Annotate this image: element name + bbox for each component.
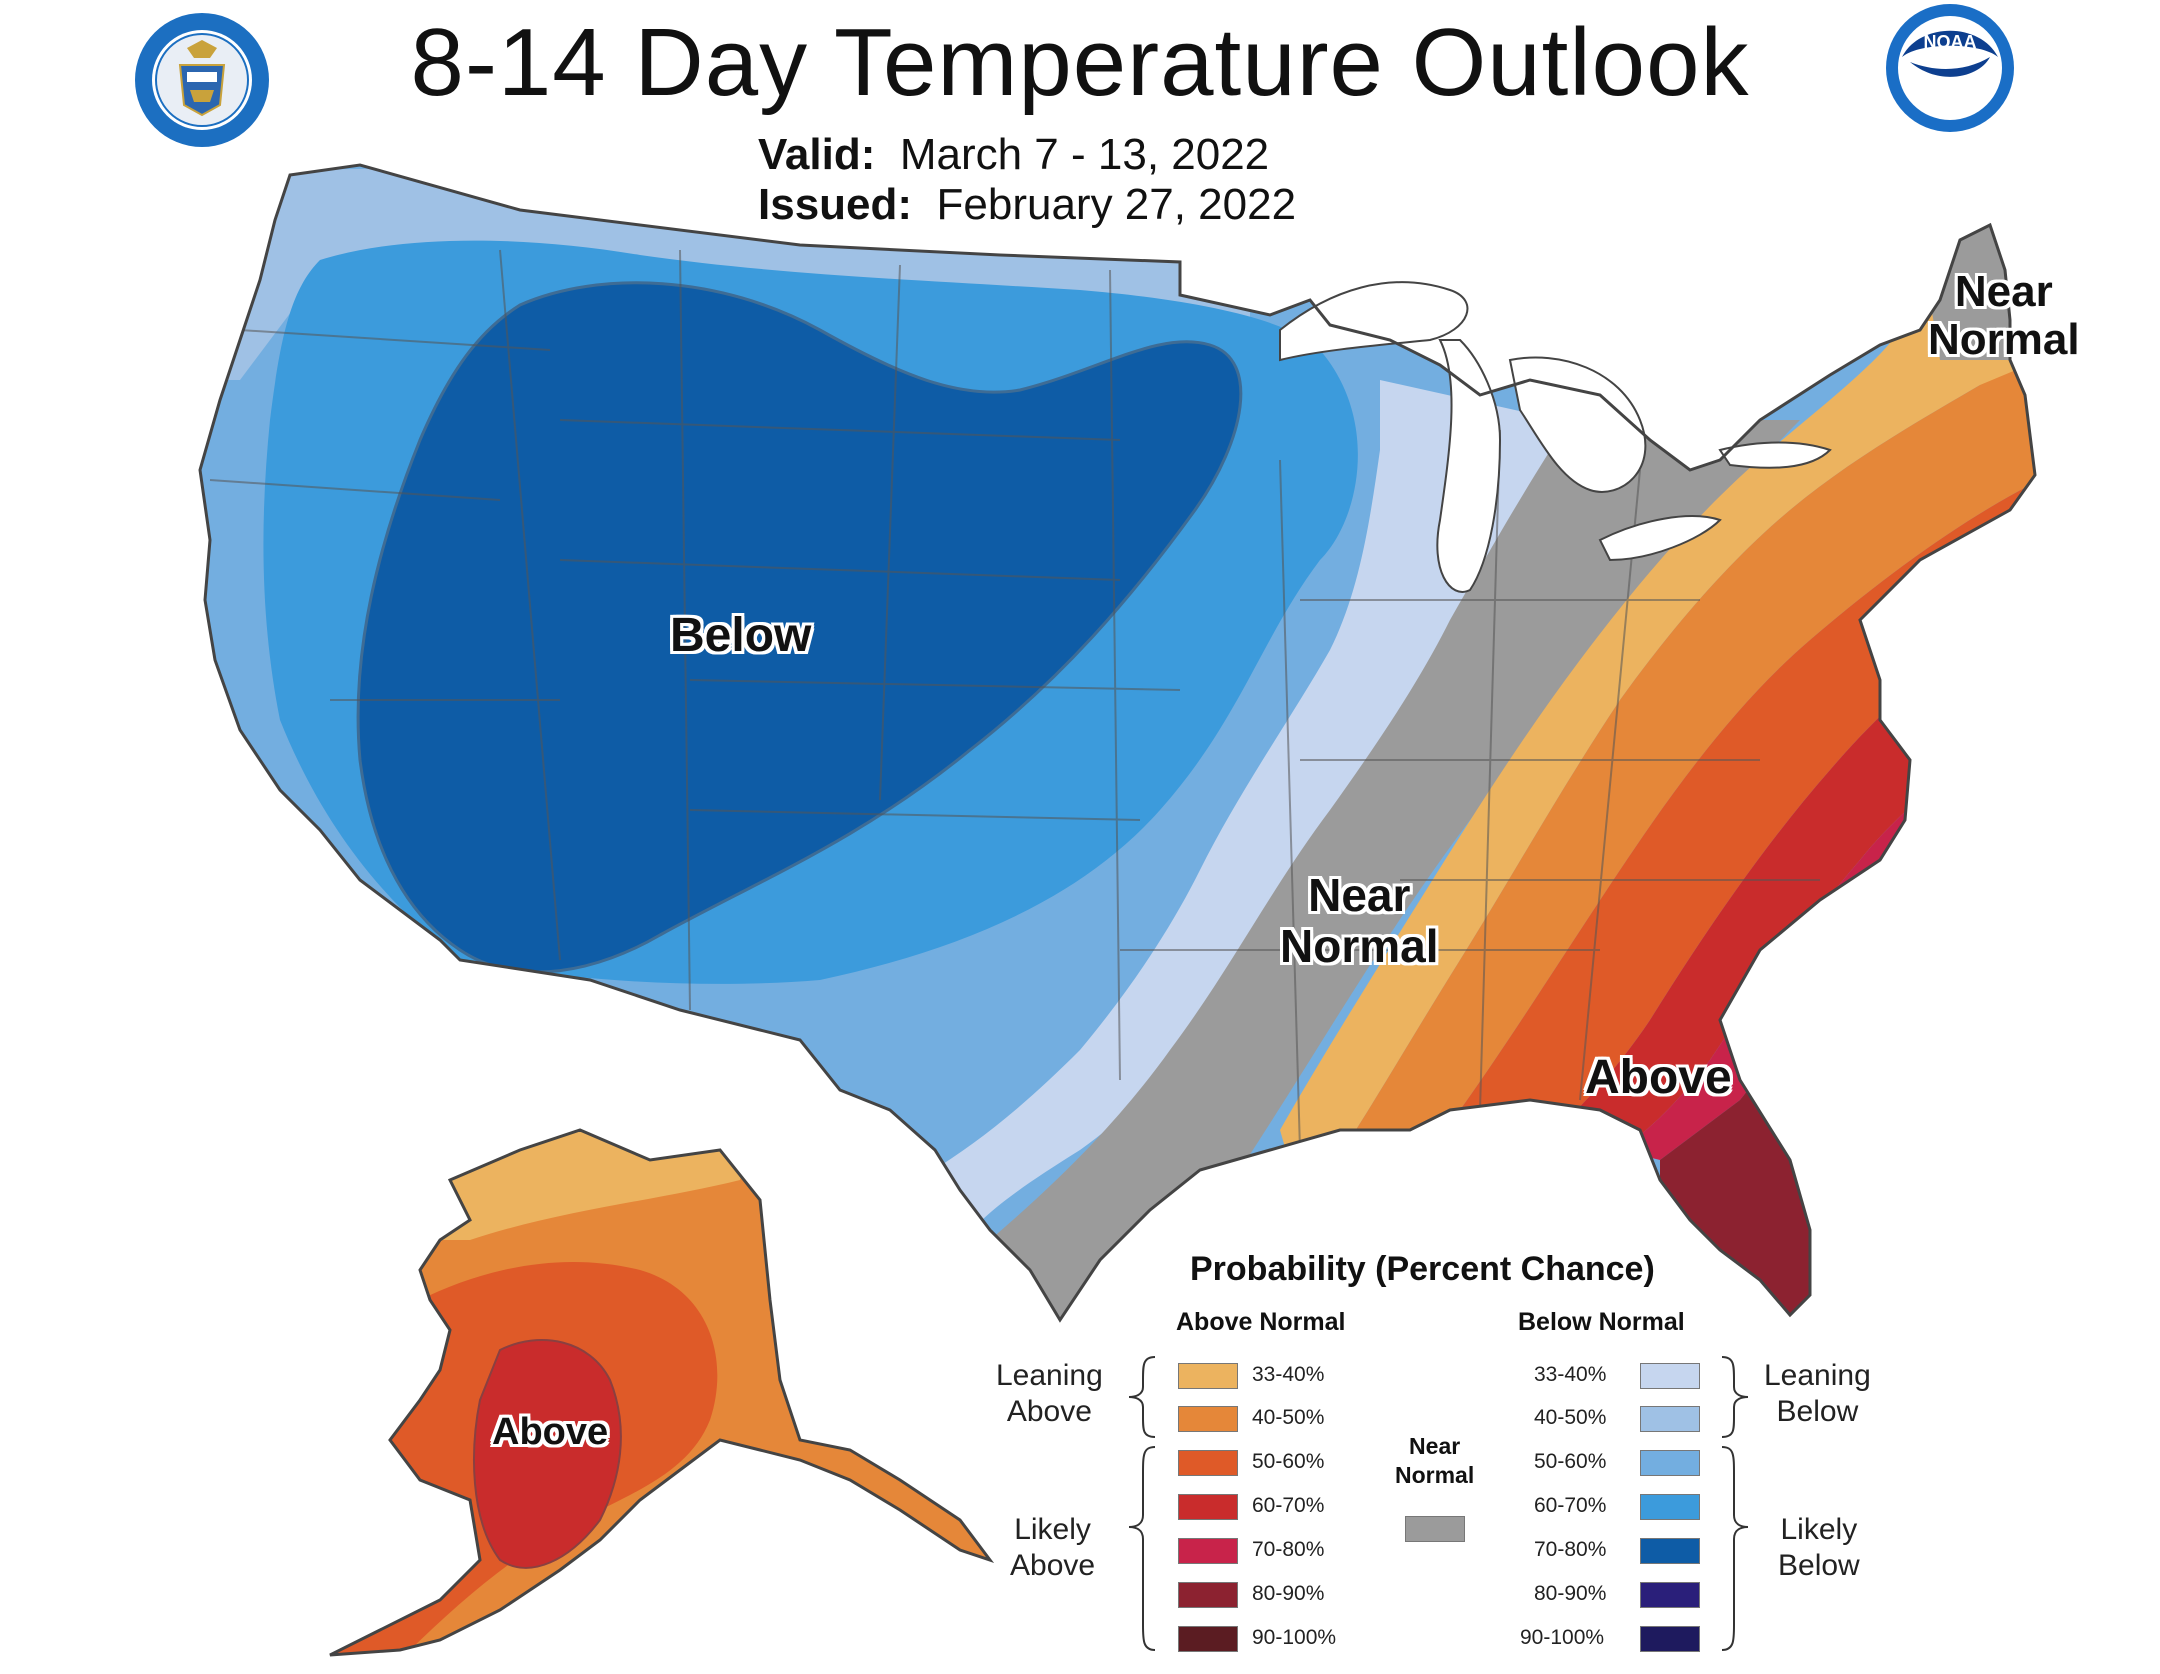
- swatch-below-33-40: [1640, 1363, 1700, 1389]
- legend-leaning-below: Leaning Below: [1764, 1358, 1871, 1430]
- likely-below-line2: Below: [1778, 1549, 1860, 1582]
- issued-date: Issued: February 27, 2022: [758, 180, 1296, 230]
- below-pct-1: 33-40%: [1534, 1363, 1607, 1386]
- leaning-below-line1: Leaning: [1764, 1359, 1871, 1392]
- leaning-above-line2: Above: [1006, 1395, 1092, 1428]
- swatch-below-60-70: [1640, 1494, 1700, 1520]
- legend-likely-above: Likely Above: [1010, 1512, 1095, 1584]
- label-above-southeast: Above: [1585, 1051, 1732, 1104]
- label-above-alaska: Above: [492, 1411, 609, 1453]
- legend-near-normal: Near Normal: [1395, 1432, 1474, 1490]
- label-below: Below: [670, 609, 812, 662]
- swatch-above-90-100: [1178, 1626, 1238, 1652]
- conus-shading: [200, 165, 2035, 1320]
- alaska-shading: [330, 1130, 990, 1655]
- above-pct-7: 90-100%: [1252, 1626, 1337, 1649]
- issued-label: Issued:: [758, 180, 913, 229]
- swatch-above-80-90: [1178, 1582, 1238, 1608]
- legend-below-header: Below Normal: [1518, 1308, 1685, 1336]
- near-normal-line1: Near: [1409, 1433, 1461, 1459]
- swatch-above-70-80: [1178, 1538, 1238, 1564]
- swatch-above-50-60: [1178, 1450, 1238, 1476]
- above-pct-4: 60-70%: [1252, 1494, 1325, 1517]
- swatch-above-40-50: [1178, 1406, 1238, 1432]
- valid-label: Valid:: [758, 130, 876, 179]
- above-pct-1: 33-40%: [1252, 1363, 1325, 1386]
- label-ne-line2: Normal: [1928, 315, 2080, 365]
- label-near-normal-line1: Near: [1308, 869, 1411, 921]
- legend-brace-right-icon: [1721, 1356, 1749, 1651]
- legend-leaning-above: Leaning Above: [996, 1358, 1103, 1430]
- swatch-above-33-40: [1178, 1363, 1238, 1389]
- commerce-seal-icon: [135, 13, 269, 147]
- below-pct-5: 70-80%: [1534, 1538, 1607, 1561]
- page-title: 8-14 Day Temperature Outlook: [410, 9, 1750, 116]
- swatch-near-normal: [1405, 1516, 1465, 1542]
- swatch-below-40-50: [1640, 1406, 1700, 1432]
- legend-brace-left-icon: [1128, 1356, 1156, 1651]
- below-pct-6: 80-90%: [1534, 1582, 1607, 1605]
- noaa-logo-icon: NOAA: [1886, 4, 2014, 132]
- above-pct-6: 80-90%: [1252, 1582, 1325, 1605]
- label-near-normal-center: Near Normal: [1280, 870, 1438, 971]
- swatch-below-70-80: [1640, 1538, 1700, 1564]
- swatch-below-90-100: [1640, 1626, 1700, 1652]
- leaning-below-line2: Below: [1776, 1395, 1859, 1428]
- near-normal-line2: Normal: [1395, 1461, 1475, 1488]
- label-near-normal-line2: Normal: [1280, 919, 1439, 972]
- label-near-normal-northeast: Near Normal: [1928, 267, 2080, 365]
- swatch-below-80-90: [1640, 1582, 1700, 1608]
- below-pct-7: 90-100%: [1520, 1626, 1605, 1649]
- swatch-above-60-70: [1178, 1494, 1238, 1520]
- conus-outline: [198, 163, 2037, 1323]
- valid-value: March 7 - 13, 2022: [899, 130, 1270, 179]
- swatch-below-50-60: [1640, 1450, 1700, 1476]
- issued-value: February 27, 2022: [936, 180, 1297, 229]
- likely-above-line1: Likely: [1014, 1513, 1091, 1546]
- svg-text:NOAA: NOAA: [1924, 32, 1977, 52]
- likely-below-line1: Likely: [1780, 1513, 1858, 1546]
- below-pct-4: 60-70%: [1534, 1494, 1607, 1517]
- leaning-above-line1: Leaning: [996, 1359, 1103, 1392]
- below-pct-2: 40-50%: [1534, 1406, 1607, 1429]
- great-lakes: [1279, 281, 1832, 593]
- label-ne-line1: Near: [1954, 267, 2053, 316]
- valid-dates: Valid: March 7 - 13, 2022: [758, 130, 1269, 180]
- alaska-outline: [329, 1128, 995, 1657]
- above-pct-3: 50-60%: [1252, 1450, 1325, 1473]
- legend-title: Probability (Percent Chance): [1190, 1250, 1655, 1288]
- above-pct-2: 40-50%: [1252, 1406, 1325, 1429]
- above-pct-5: 70-80%: [1252, 1538, 1325, 1561]
- below-pct-3: 50-60%: [1534, 1450, 1607, 1473]
- legend-above-header: Above Normal: [1176, 1308, 1346, 1336]
- state-borders: [209, 249, 1820, 1151]
- likely-above-line2: Above: [1010, 1549, 1096, 1582]
- legend-likely-below: Likely Below: [1778, 1512, 1860, 1584]
